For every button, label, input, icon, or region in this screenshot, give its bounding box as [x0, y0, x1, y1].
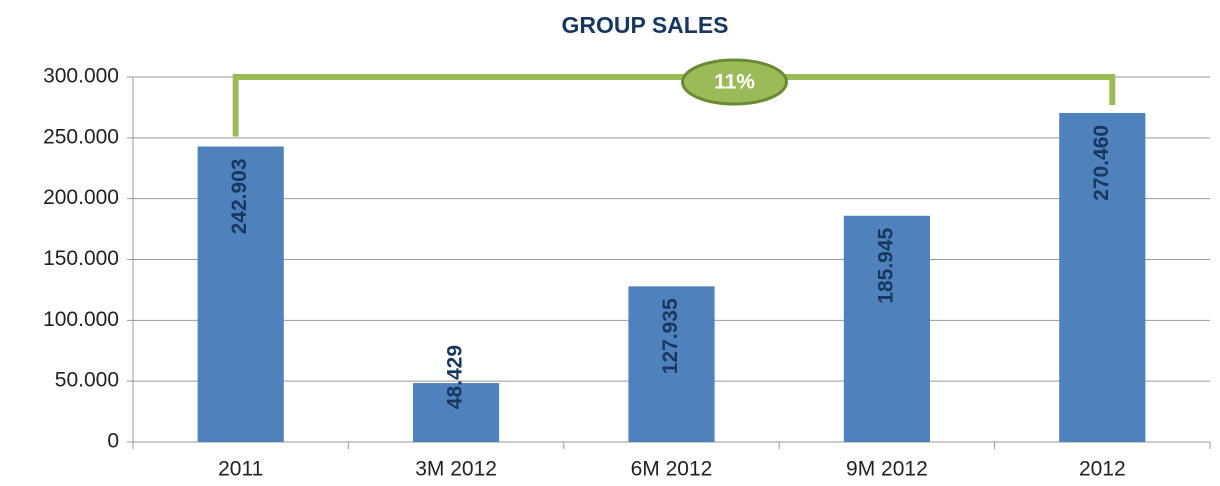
bar [197, 146, 284, 442]
chart-title: GROUP SALES [562, 12, 729, 38]
y-tick-label: 300.000 [43, 65, 119, 88]
y-tick-label: 250.000 [43, 125, 119, 148]
annotation: 11% [714, 71, 755, 94]
x-tick-label: 3M 2012 [415, 458, 497, 481]
y-tick-label: 50.000 [55, 369, 119, 392]
x-tick-label: 2012 [1079, 458, 1126, 481]
value-label: 185.945 [874, 227, 897, 303]
value-label: 127.935 [659, 298, 682, 374]
value-label: 242.903 [228, 158, 251, 234]
y-tick-label: 100.000 [43, 308, 119, 331]
bar [413, 383, 500, 442]
x-tick-label: 6M 2012 [631, 458, 713, 481]
value-label: 270.460 [1090, 125, 1113, 201]
y-tick-label: 150.000 [43, 247, 119, 270]
bar [1059, 112, 1146, 442]
y-tick-label: 0 [107, 430, 119, 453]
bar [628, 286, 715, 442]
bracket [232, 74, 1116, 137]
y-tick-label: 200.000 [43, 186, 119, 209]
value-label: 48.429 [444, 345, 467, 409]
bar [843, 215, 930, 442]
x-tick-label: 2011 [218, 458, 263, 481]
x-tick-label: 9M 2012 [846, 458, 928, 481]
annotation-badge [681, 58, 788, 106]
